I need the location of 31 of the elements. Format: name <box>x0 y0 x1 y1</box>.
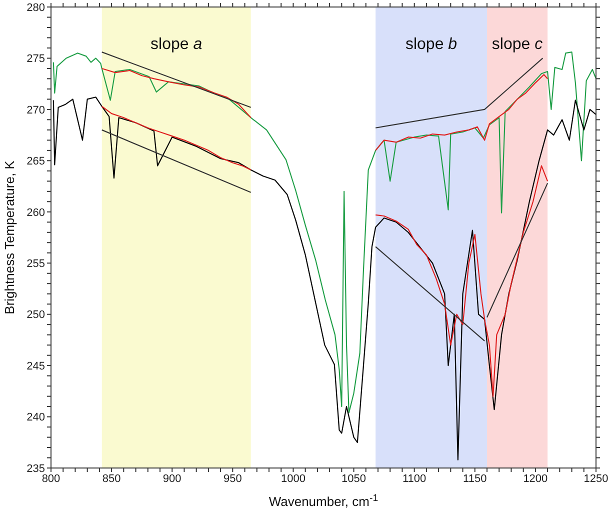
x-tick-label: 900 <box>162 472 182 485</box>
x-tick-label: 1250 <box>584 472 608 485</box>
x-tick-label: 800 <box>42 472 60 485</box>
x-tick-label: 1100 <box>402 472 426 485</box>
x-tick-label: 1050 <box>342 472 366 485</box>
x-axis-title: Wavenumber, cm$^{-1}$ <box>268 492 378 509</box>
band-label: slope b <box>405 36 458 53</box>
band-label: slope c <box>492 36 543 53</box>
line-series <box>375 74 548 151</box>
x-tick-label: 950 <box>223 472 242 485</box>
y-axis-title: Brightness Temperature, K <box>2 160 17 314</box>
line-series <box>101 106 252 170</box>
x-tick-label: 1000 <box>280 472 306 485</box>
y-tick-label: 235 <box>26 462 45 475</box>
y-tick-label: 275 <box>26 53 45 66</box>
y-tick-label: 270 <box>26 104 45 116</box>
y-tick-label: 245 <box>26 360 45 372</box>
x-tick-label: 850 <box>102 472 121 485</box>
y-tick-label: 260 <box>26 206 45 219</box>
y-tick-label: 255 <box>26 258 45 270</box>
y-tick-label: 240 <box>26 412 45 424</box>
line-series <box>52 96 596 460</box>
x-tick-label: 1200 <box>523 472 548 485</box>
band-label: slope a <box>150 36 202 53</box>
x-tick-label: 1150 <box>463 472 487 485</box>
y-tick-label: 265 <box>26 156 45 168</box>
line-series <box>52 52 596 414</box>
y-tick-label: 280 <box>26 2 45 14</box>
line-series <box>375 165 548 397</box>
line-series <box>101 68 252 118</box>
y-tick-label: 250 <box>26 309 45 322</box>
